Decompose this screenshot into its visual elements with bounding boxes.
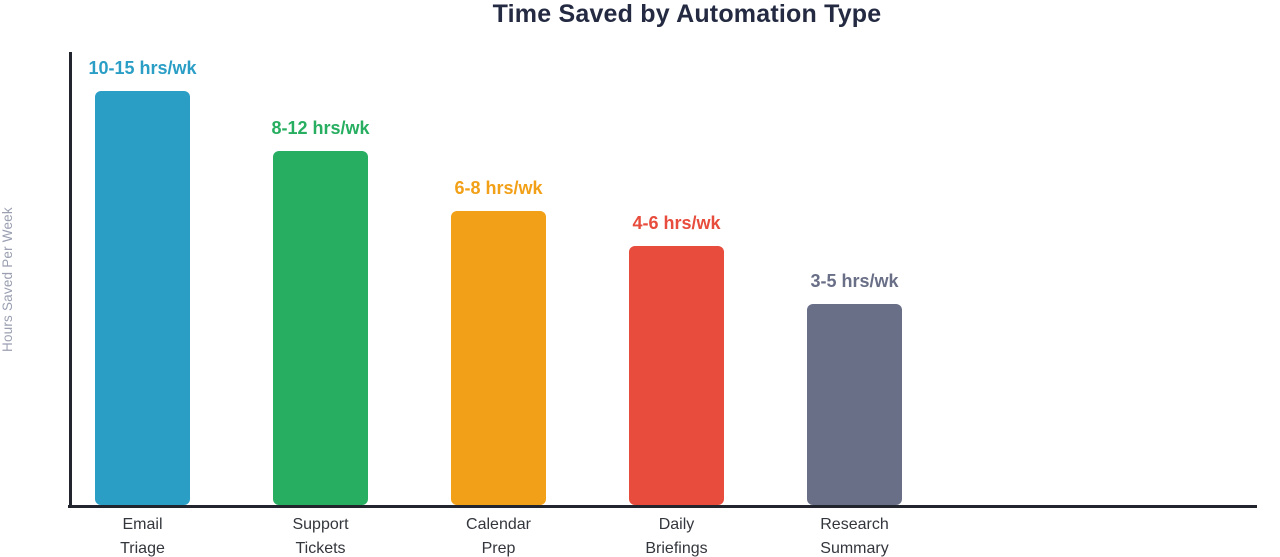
x-tick-label: Daily Briefings <box>645 516 708 557</box>
bar-value-label: 8-12 hrs/wk <box>271 118 370 138</box>
x-tick-label: Support Tickets <box>292 516 349 557</box>
chart-title: Time Saved by Automation Type <box>492 0 882 28</box>
bar-value-label: 3-5 hrs/wk <box>810 271 899 291</box>
y-axis-line <box>69 52 72 508</box>
y-axis-label: Hours Saved Per Week <box>0 207 15 353</box>
bar <box>807 304 902 505</box>
bar <box>629 246 724 505</box>
x-tick-label: Calendar Prep <box>466 516 531 557</box>
x-tick-label: Email Triage <box>120 516 165 557</box>
bar <box>95 91 190 505</box>
bar-value-label: 10-15 hrs/wk <box>88 58 197 78</box>
bar <box>273 151 368 505</box>
x-axis-line <box>68 505 1257 508</box>
bar-value-label: 6-8 hrs/wk <box>454 178 543 198</box>
bar-value-label: 4-6 hrs/wk <box>632 213 721 233</box>
x-tick-label: Research Summary <box>820 516 889 557</box>
bar <box>451 211 546 505</box>
